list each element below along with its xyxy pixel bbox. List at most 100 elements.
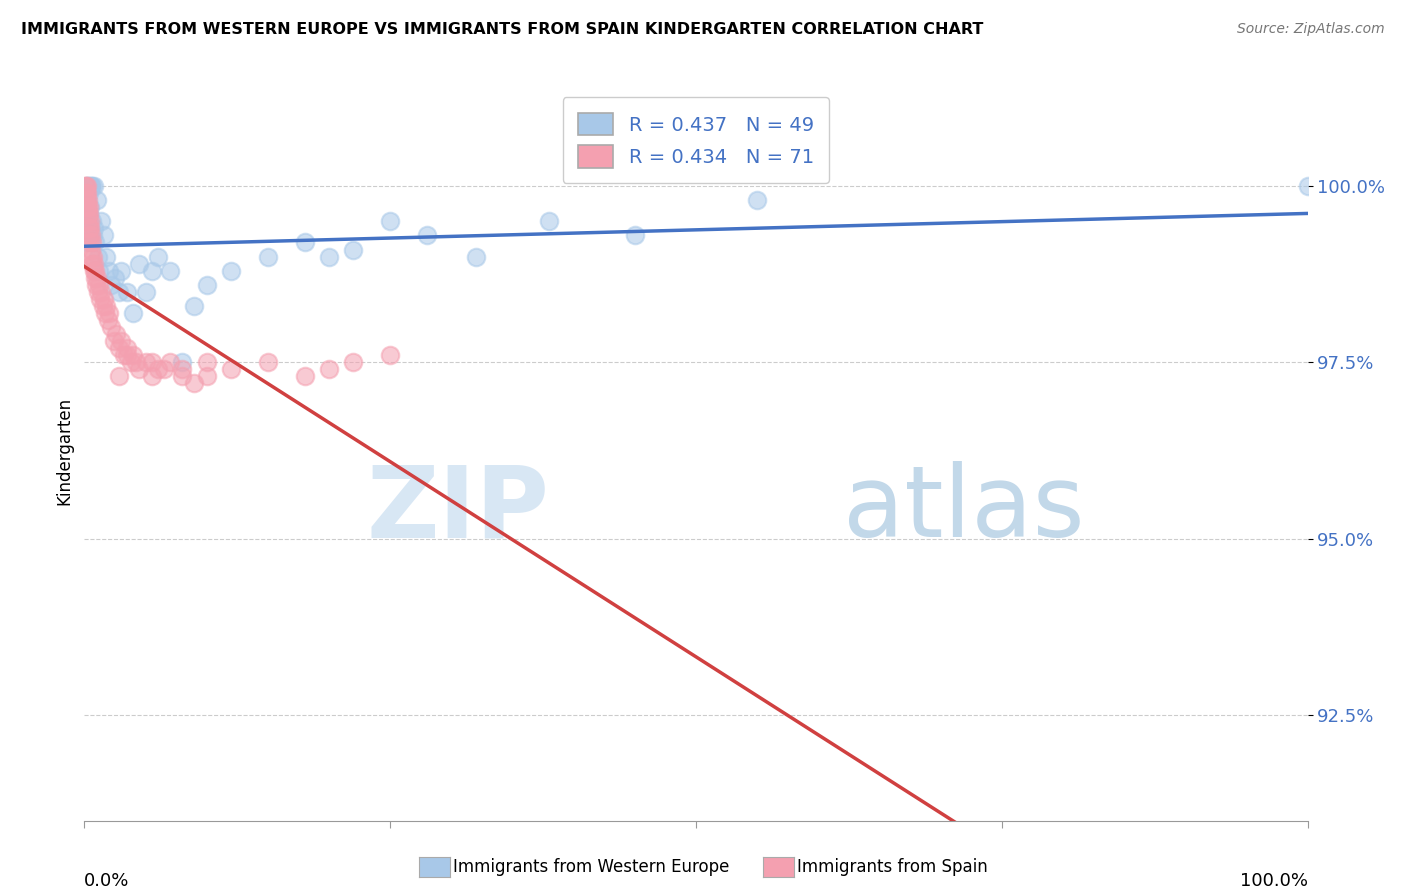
Point	[100, 320, 122, 334]
Point	[115, 285, 138, 299]
Point	[141, 263, 163, 277]
Point	[747, 193, 769, 207]
Point	[82, 250, 104, 264]
Point	[93, 228, 115, 243]
Point	[128, 362, 150, 376]
Point	[77, 193, 100, 207]
Point	[79, 214, 101, 228]
Point	[80, 250, 103, 264]
Text: atlas: atlas	[842, 461, 1084, 558]
Point	[195, 277, 218, 292]
Point	[120, 355, 142, 369]
Point	[122, 348, 145, 362]
Point	[464, 250, 486, 264]
Point	[135, 285, 157, 299]
Text: 100.0%: 100.0%	[1240, 872, 1308, 890]
Point	[380, 214, 402, 228]
Point	[80, 243, 103, 257]
Point	[76, 193, 98, 207]
Point	[115, 341, 138, 355]
Text: Source: ZipAtlas.com: Source: ZipAtlas.com	[1237, 22, 1385, 37]
Point	[84, 235, 107, 250]
Point	[107, 341, 129, 355]
Point	[96, 250, 118, 264]
Point	[79, 200, 101, 214]
Point	[97, 263, 120, 277]
Point	[195, 369, 218, 384]
Point	[89, 292, 111, 306]
Point	[195, 355, 218, 369]
Point	[79, 221, 101, 235]
Point	[100, 277, 122, 292]
Point	[97, 313, 120, 327]
Text: IMMIGRANTS FROM WESTERN EUROPE VS IMMIGRANTS FROM SPAIN KINDERGARTEN CORRELATION: IMMIGRANTS FROM WESTERN EUROPE VS IMMIGR…	[21, 22, 983, 37]
Point	[77, 179, 100, 194]
Point	[82, 257, 104, 271]
Point	[84, 277, 107, 292]
Point	[96, 299, 118, 313]
Point	[84, 263, 107, 277]
Point	[125, 355, 148, 369]
Point	[153, 362, 176, 376]
Point	[538, 214, 561, 228]
Point	[172, 369, 194, 384]
Text: Immigrants from Western Europe: Immigrants from Western Europe	[453, 858, 730, 876]
Point	[141, 369, 163, 384]
Point	[135, 355, 157, 369]
Point	[77, 186, 100, 200]
Point	[416, 228, 439, 243]
Point	[159, 355, 181, 369]
Point	[79, 179, 101, 194]
Point	[91, 299, 114, 313]
Point	[75, 186, 97, 200]
Point	[146, 362, 169, 376]
Point	[90, 214, 112, 228]
Point	[318, 362, 340, 376]
Point	[624, 228, 647, 243]
Point	[80, 228, 103, 243]
Point	[87, 277, 110, 292]
Point	[77, 200, 100, 214]
Point	[159, 263, 181, 277]
Point	[76, 200, 98, 214]
Point	[115, 348, 138, 362]
Point	[77, 207, 100, 221]
Point	[107, 285, 129, 299]
Point	[128, 257, 150, 271]
Point	[76, 179, 98, 194]
Point	[80, 235, 103, 250]
Point	[76, 179, 98, 194]
Point	[342, 243, 364, 257]
Point	[82, 214, 104, 228]
Point	[87, 263, 110, 277]
Point	[294, 369, 316, 384]
Point	[257, 250, 280, 264]
Point	[141, 355, 163, 369]
Point	[219, 263, 242, 277]
Point	[87, 250, 110, 264]
Point	[77, 221, 100, 235]
Point	[80, 179, 103, 194]
Y-axis label: Kindergarten: Kindergarten	[55, 396, 73, 505]
Point	[86, 270, 108, 285]
Point	[83, 263, 105, 277]
Text: Immigrants from Spain: Immigrants from Spain	[797, 858, 988, 876]
Point	[82, 228, 104, 243]
Point	[94, 306, 117, 320]
Point	[83, 179, 105, 194]
Point	[294, 235, 316, 250]
Point	[318, 250, 340, 264]
Point	[172, 362, 194, 376]
Point	[86, 193, 108, 207]
Point	[80, 179, 103, 194]
Point	[83, 270, 105, 285]
Point	[110, 263, 132, 277]
Point	[79, 228, 101, 243]
Point	[75, 193, 97, 207]
Point	[75, 179, 97, 194]
Text: 0.0%: 0.0%	[84, 872, 129, 890]
Point	[77, 214, 100, 228]
Point	[90, 285, 112, 299]
Point	[75, 179, 97, 194]
Point	[103, 334, 125, 348]
